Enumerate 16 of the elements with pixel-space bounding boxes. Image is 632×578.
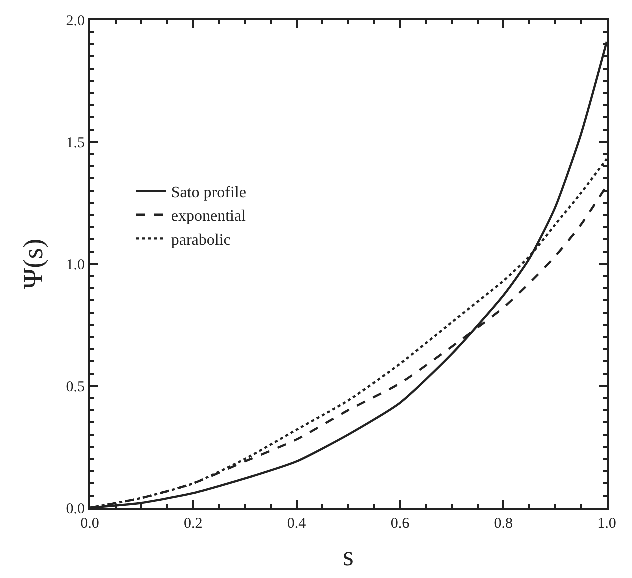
y-tick-label: 1.5 — [66, 135, 85, 152]
x-tick-label: 0.4 — [287, 516, 307, 532]
y-tick-label: 0.5 — [66, 379, 85, 396]
x-axis-title: s — [343, 542, 354, 573]
x-tick-label: 0.2 — [184, 516, 203, 532]
legend-label: parabolic — [171, 232, 231, 249]
legend-label: Sato profile — [171, 184, 246, 202]
legend-label: exponential — [171, 208, 247, 226]
y-tick-label: 0.0 — [66, 501, 85, 518]
x-tick-label: 1.0 — [598, 516, 616, 532]
x-tick-label: 0.0 — [80, 516, 100, 532]
x-tick-label: 0.8 — [494, 516, 513, 532]
y-tick-label: 1.0 — [66, 257, 85, 274]
y-axis-title: Ψ(s) — [18, 238, 50, 290]
x-tick-label: 0.6 — [390, 516, 410, 532]
y-tick-label: 2.0 — [66, 13, 85, 30]
